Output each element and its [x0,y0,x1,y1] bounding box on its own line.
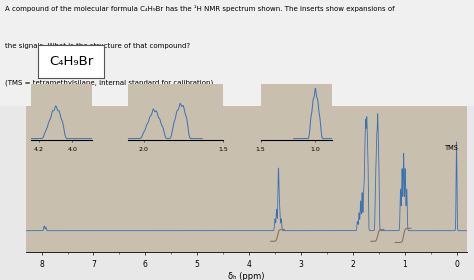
Text: C₄H₉Br: C₄H₉Br [49,55,93,68]
Text: (TMS = tetramethylsilane, internal standard for calibration): (TMS = tetramethylsilane, internal stand… [5,80,213,86]
X-axis label: δₕ (ppm): δₕ (ppm) [228,272,265,280]
Text: A compound of the molecular formula C₄H₉Br has the ¹H NMR spectrum shown. The in: A compound of the molecular formula C₄H₉… [5,5,394,12]
Text: the signals. What is the structure of that compound?: the signals. What is the structure of th… [5,43,190,48]
Text: TMS: TMS [445,145,459,151]
